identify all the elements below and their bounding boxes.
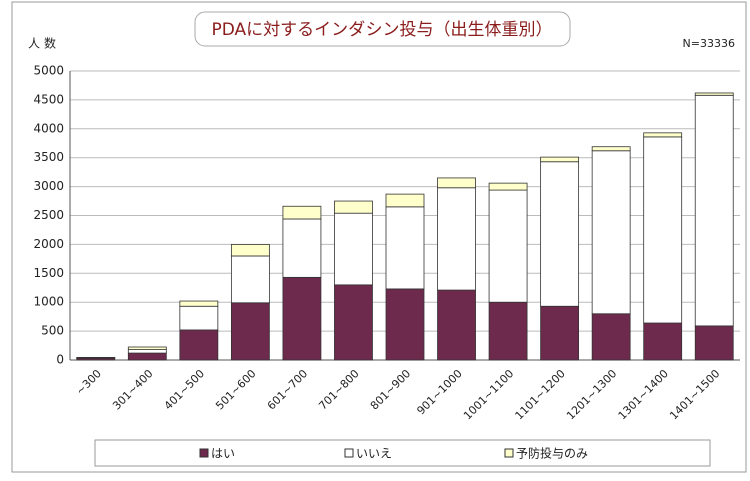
chart-title: PDAに対するインダシン投与（出生体重別） — [211, 20, 552, 40]
bar-segment — [231, 303, 269, 360]
bar-segment — [541, 157, 579, 162]
bar-segment — [386, 207, 424, 289]
legend-swatch — [345, 449, 353, 457]
legend-swatch — [505, 449, 513, 457]
bar-segment — [541, 306, 579, 360]
bar-segment — [438, 290, 476, 360]
bar-segment — [541, 162, 579, 307]
bar-segment — [592, 147, 630, 151]
legend-box — [95, 440, 710, 466]
y-tick-label: 3500 — [33, 150, 64, 164]
y-tick-label: 5000 — [33, 64, 64, 78]
bar-segment — [231, 244, 269, 256]
bar-segment — [283, 206, 321, 219]
y-tick-label: 2500 — [33, 208, 64, 222]
y-tick-label: 2000 — [33, 237, 64, 251]
bar-segment — [438, 178, 476, 188]
bar-segment — [489, 183, 527, 190]
bar-segment — [180, 306, 218, 330]
bar-segment — [644, 133, 682, 137]
bar-segment — [128, 347, 166, 350]
bar-segment — [489, 190, 527, 302]
bar-segment — [489, 302, 527, 360]
bar-segment — [283, 277, 321, 360]
bar-segment — [334, 285, 372, 360]
bar-segment — [386, 194, 424, 207]
bar-segment — [695, 93, 733, 95]
y-tick-label: 1000 — [33, 295, 64, 309]
legend-label: はい — [211, 447, 235, 461]
bar-segment — [283, 219, 321, 277]
bar-segment — [695, 95, 733, 326]
bar-segment — [644, 137, 682, 323]
bar-segment — [695, 326, 733, 360]
y-tick-label: 3000 — [33, 179, 64, 193]
y-axis-label: 人数 — [28, 36, 60, 51]
legend-label: いいえ — [356, 447, 392, 461]
y-tick-label: 500 — [41, 324, 64, 338]
bar-segment — [644, 323, 682, 360]
bar-segment — [128, 350, 166, 353]
legend-swatch — [200, 449, 208, 457]
y-tick-label: 4000 — [33, 121, 64, 135]
bar-segment — [231, 256, 269, 303]
y-tick-label: 1500 — [33, 266, 64, 280]
bar-segment — [180, 301, 218, 306]
bar-segment — [334, 201, 372, 213]
bar-segment — [438, 188, 476, 290]
bar-segment — [128, 353, 166, 360]
bar-segment — [592, 314, 630, 360]
bar-segment — [180, 330, 218, 360]
legend-label: 予防投与のみ — [516, 446, 588, 461]
y-tick-label: 4500 — [33, 92, 64, 106]
bar-segment — [386, 289, 424, 360]
bar-segment — [592, 151, 630, 314]
y-tick-label: 0 — [56, 353, 64, 367]
bar-segment — [334, 213, 372, 285]
annotation: N=33336 — [683, 37, 735, 50]
